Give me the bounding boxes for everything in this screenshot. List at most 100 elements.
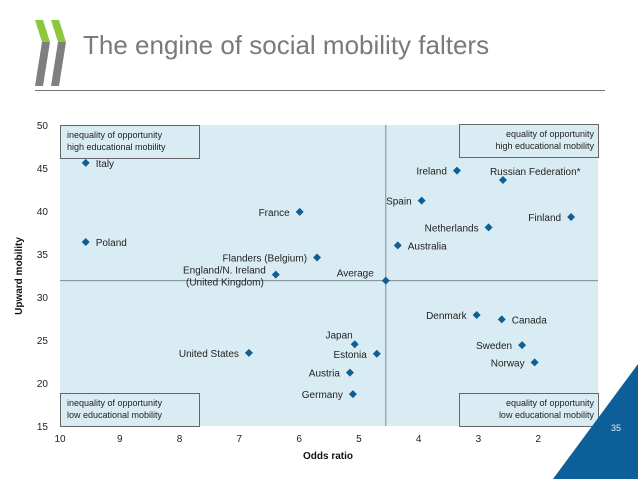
data-point: Sweden xyxy=(476,341,527,352)
data-point: Russian Federation* xyxy=(490,167,581,185)
quadrant-label-bottom-left: inequality of opportunity low educational… xyxy=(60,393,200,427)
quadrant-box xyxy=(459,393,599,427)
y-axis-ticks: 15 20 25 30 35 40 45 50 xyxy=(37,121,49,433)
diamond-marker xyxy=(372,349,381,358)
data-point: Japan xyxy=(325,330,359,349)
data-point: Australia xyxy=(393,241,447,252)
quadrant-label-text: high educational mobility xyxy=(67,142,166,152)
data-point: Flanders (Belgium) xyxy=(223,253,322,264)
data-point: France xyxy=(259,207,304,219)
point-label: Netherlands xyxy=(425,223,479,234)
diamond-marker xyxy=(81,158,90,167)
point-label: Sweden xyxy=(476,341,512,352)
title-divider xyxy=(35,90,605,91)
quadrant-label-text: inequality of opportunity xyxy=(67,398,163,408)
diamond-marker xyxy=(345,368,354,377)
point-label: Ireland xyxy=(416,167,447,178)
point-label: Austria xyxy=(309,369,341,380)
quadrant-label-text: low educational mobility xyxy=(499,410,595,420)
diamond-marker xyxy=(530,358,539,367)
data-point: Poland xyxy=(81,237,127,249)
diamond-marker xyxy=(497,315,506,324)
diamond-marker xyxy=(498,176,507,185)
data-point: Netherlands xyxy=(425,223,493,234)
data-point: United States xyxy=(179,348,253,360)
diamond-marker xyxy=(295,207,304,216)
logo-chevron-right-green xyxy=(51,20,66,42)
diamond-marker xyxy=(348,390,357,399)
reference-lines xyxy=(60,125,598,426)
point-label-line2: (United Kingdom) xyxy=(186,278,264,289)
point-label: Finland xyxy=(528,213,561,224)
diamond-marker xyxy=(417,196,426,205)
y-tick-label: 50 xyxy=(37,121,49,132)
point-label: Russian Federation* xyxy=(490,167,581,178)
point-label: Canada xyxy=(512,315,547,326)
x-tick-label: 9 xyxy=(117,434,123,445)
point-label: Spain xyxy=(386,197,412,208)
diamond-marker xyxy=(452,166,461,175)
point-label: France xyxy=(259,208,291,219)
logo-chevron-left-gray xyxy=(35,42,50,86)
x-axis-ticks: 10987654321 xyxy=(54,434,601,445)
diamond-marker xyxy=(567,213,576,222)
data-point: Norway xyxy=(491,358,539,369)
quadrant-label-top-right: equality of opportunity high educational … xyxy=(459,124,599,158)
data-point: Finland xyxy=(528,213,576,224)
quadrant-label-text: high educational mobility xyxy=(495,141,594,151)
diamond-marker xyxy=(271,270,280,279)
point-label: England/N. Ireland xyxy=(183,266,266,277)
data-point: Average xyxy=(337,269,390,285)
slide-title: The engine of social mobility falters xyxy=(83,30,490,60)
y-tick-label: 45 xyxy=(37,164,49,175)
data-point: Denmark xyxy=(426,311,481,322)
diamond-marker xyxy=(381,276,390,285)
quadrant-label-text: equality of opportunity xyxy=(506,398,595,408)
data-point: Italy xyxy=(81,158,114,170)
logo-chevron-left-green xyxy=(35,20,50,42)
x-tick-label: 8 xyxy=(177,434,183,445)
data-point: Spain xyxy=(386,196,426,208)
diamond-marker xyxy=(518,341,527,350)
quadrant-label-top-left: inequality of opportunity high educationa… xyxy=(60,125,200,159)
data-point: Canada xyxy=(497,315,547,326)
y-tick-label: 40 xyxy=(37,207,49,218)
data-point: Germany xyxy=(302,390,357,401)
x-tick-label: 4 xyxy=(416,434,422,445)
quadrant-label-text: low educational mobility xyxy=(67,410,163,420)
point-label: Germany xyxy=(302,390,343,401)
quadrant-label-text: equality of opportunity xyxy=(506,129,595,139)
point-label: Estonia xyxy=(333,350,367,361)
x-tick-label: 10 xyxy=(54,434,66,445)
quadrant-label-text: inequality of opportunity xyxy=(67,130,163,140)
point-label: Flanders (Belgium) xyxy=(223,253,307,264)
quadrant-box xyxy=(60,125,200,159)
diamond-marker xyxy=(350,340,359,349)
diamond-marker xyxy=(313,253,322,262)
diamond-marker xyxy=(393,241,402,250)
quadrant-label-bottom-right: equality of opportunity low educational m… xyxy=(459,393,599,427)
y-tick-label: 15 xyxy=(37,422,49,433)
quadrant-box xyxy=(60,393,200,427)
point-label: Average xyxy=(337,269,375,280)
data-point: Austria xyxy=(309,368,354,380)
point-label: Denmark xyxy=(426,311,468,322)
point-label: Japan xyxy=(325,330,352,341)
plot-area xyxy=(60,125,598,426)
x-tick-label: 2 xyxy=(535,434,541,445)
x-tick-label: 5 xyxy=(356,434,362,445)
point-label: Poland xyxy=(96,238,127,249)
y-tick-label: 30 xyxy=(37,293,49,304)
x-tick-label: 3 xyxy=(476,434,482,445)
diamond-marker xyxy=(484,223,493,232)
point-label: Italy xyxy=(96,159,114,170)
data-point: Estonia xyxy=(333,349,381,361)
oecd-logo-icon xyxy=(35,20,66,86)
diamond-marker xyxy=(472,311,481,320)
page-number: 35 xyxy=(611,423,621,433)
data-points: Italy Poland France Flanders (Belgium) Engla… xyxy=(81,158,581,401)
x-tick-label: 7 xyxy=(237,434,243,445)
quadrant-box xyxy=(459,124,599,158)
corner-triangle-decoration xyxy=(553,364,638,479)
